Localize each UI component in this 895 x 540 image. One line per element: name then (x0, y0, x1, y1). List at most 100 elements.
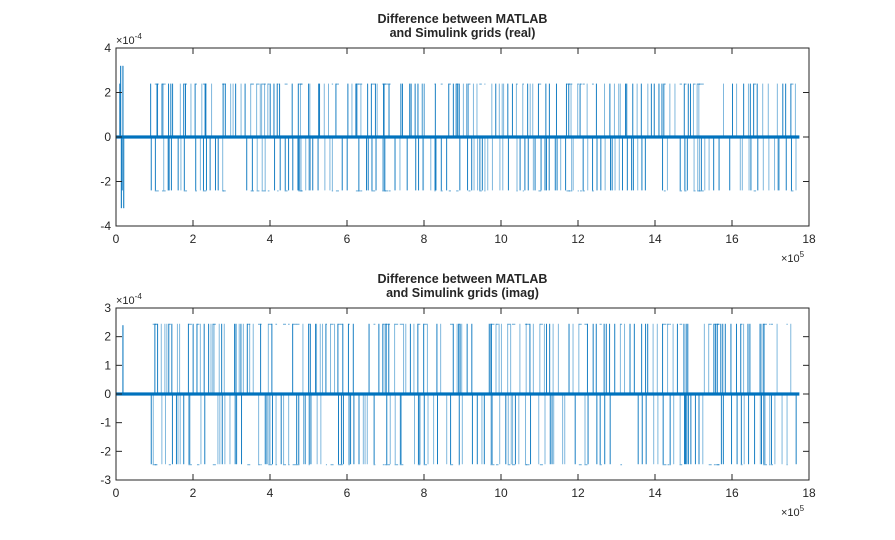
y-tick-label: 2 (104, 330, 111, 344)
spike-cap (769, 464, 771, 466)
spike-cap (385, 464, 387, 466)
x-tick-label: 12 (571, 232, 585, 246)
spike-cap (389, 83, 391, 85)
spike-cap (669, 323, 671, 325)
spike-cap (669, 464, 671, 466)
spike-cap (256, 83, 260, 85)
spike-cap (247, 464, 251, 466)
x-tick-label: 4 (267, 486, 274, 500)
spike-cap (790, 83, 794, 85)
spike-cap (448, 83, 451, 85)
x-tick-label: 0 (113, 486, 120, 500)
spike-cap (267, 190, 270, 192)
spike-cap (212, 464, 216, 466)
spike-cap (277, 83, 279, 85)
spike-cap (524, 464, 528, 466)
x-tick-label: 16 (725, 486, 739, 500)
spike-cap (330, 464, 334, 466)
spike-cap (620, 464, 623, 466)
spike-cap (770, 323, 773, 325)
spike-cap (458, 323, 460, 325)
spike-cap (260, 323, 262, 325)
spike-cap (337, 323, 342, 325)
spike-cap (292, 464, 297, 466)
spike-cap (417, 323, 421, 325)
spike-cap (358, 83, 361, 85)
spike-cap (360, 83, 363, 85)
spike-cap (566, 83, 570, 85)
spike-cap (168, 464, 171, 466)
y-exponent-base: ×10 (116, 295, 135, 307)
spike-cap (484, 190, 486, 192)
y-tick-label: -3 (100, 473, 111, 487)
spike-cap (282, 323, 287, 325)
chart-title-line: Difference between MATLAB (378, 272, 548, 286)
x-tick-label: 8 (421, 486, 428, 500)
spike-cap (790, 190, 794, 192)
spike-cap (713, 464, 716, 466)
spike-cap (526, 464, 530, 466)
spike-cap (154, 323, 158, 325)
spike-cap (389, 190, 391, 192)
spike-cap (399, 323, 404, 325)
spike-cap (386, 323, 391, 325)
x-tick-label: 18 (802, 486, 816, 500)
spike-cap (468, 190, 471, 192)
spike-cap (275, 323, 278, 325)
spike-cap (355, 190, 360, 192)
spike-cap (292, 323, 297, 325)
spike-cap (288, 323, 290, 325)
spike-cap (256, 190, 260, 192)
spike-cap (582, 190, 585, 192)
spike-cap (154, 464, 158, 466)
spike-cap (568, 83, 571, 85)
spike-cap (296, 464, 299, 466)
spike-cap (708, 323, 712, 325)
spike-cap (717, 323, 720, 325)
spike-cap (468, 83, 471, 85)
spike-cap (591, 190, 594, 192)
spike-cap (195, 83, 197, 85)
spike-cap (355, 83, 360, 85)
spike-cap (620, 323, 623, 325)
spike-cap (267, 83, 270, 85)
spike-cap (394, 464, 399, 466)
data-series-0 (116, 65, 800, 209)
spike-cap (300, 83, 303, 85)
spike-cap (786, 464, 788, 466)
y-exponent-label: ×10-4 (116, 292, 142, 307)
spike-cap (456, 190, 459, 192)
y-tick-label: 1 (104, 358, 111, 372)
spike-cap (580, 83, 582, 85)
spike-cap (700, 83, 704, 85)
spike-cap (222, 190, 225, 192)
spike-cap (223, 190, 226, 192)
spike-cap (250, 83, 253, 85)
spike-cap (700, 190, 704, 192)
spike-cap (371, 190, 376, 192)
spike-cap (667, 464, 670, 466)
spike-cap (511, 464, 516, 466)
spike-cap (684, 190, 687, 192)
x-tick-label: 18 (802, 232, 816, 246)
x-exponent-base: ×10 (781, 253, 800, 265)
y-exponent-power: -4 (135, 32, 143, 41)
y-exponent-base: ×10 (116, 35, 135, 47)
spike-cap (496, 323, 499, 325)
spike-cap (196, 323, 200, 325)
spike-cap (260, 464, 262, 466)
spike-cap (162, 83, 166, 85)
spike-cap (258, 464, 261, 466)
spike-cap (715, 464, 719, 466)
spike-cap (763, 323, 767, 325)
spike-cap (284, 83, 288, 85)
spike-cap (399, 464, 404, 466)
baseline-trace (116, 392, 800, 396)
spike-cap (296, 323, 299, 325)
spike-cap (384, 190, 389, 192)
spike-cap (423, 323, 427, 325)
spike-cap (584, 464, 588, 466)
spike-cap (423, 464, 427, 466)
spike-cap (382, 83, 384, 85)
spike-cap (679, 83, 682, 85)
